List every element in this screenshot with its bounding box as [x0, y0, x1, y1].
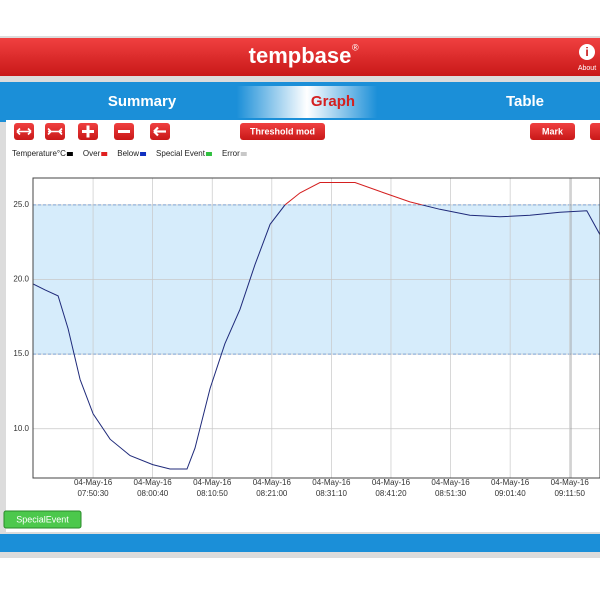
legend-label: Temperature°C	[12, 149, 66, 158]
series	[33, 182, 600, 470]
tab-label[interactable]: Summary	[108, 93, 177, 110]
tab-label[interactable]: Table	[506, 93, 544, 110]
legend-swatch	[140, 152, 147, 156]
x-tick-time: 08:10:50	[197, 489, 229, 498]
header-bar	[0, 38, 600, 76]
x-tick-time: 08:31:10	[316, 489, 348, 498]
x-tick-date: 04-May-16	[74, 478, 113, 487]
mark-button[interactable]	[530, 123, 575, 140]
legend-label: Error	[222, 149, 240, 158]
special-event-button[interactable]	[3, 510, 82, 529]
y-tick-label: 20.0	[13, 275, 29, 284]
x-tick-date: 04-May-16	[431, 478, 470, 487]
temperature-line	[33, 204, 600, 470]
toolbar: Threshold mod Mark	[14, 123, 600, 140]
legend-swatch	[205, 152, 212, 156]
x-tick-date: 04-May-16	[491, 478, 530, 487]
legend-swatch	[240, 152, 247, 156]
footer-bar	[0, 534, 600, 552]
x-tick-date: 04-May-16	[372, 478, 411, 487]
legend-label: Below	[117, 149, 139, 158]
y-tick-label: 25.0	[13, 200, 29, 209]
legend-swatch	[66, 152, 73, 156]
logo: tempbase	[249, 43, 352, 68]
x-tick-time: 08:41:20	[375, 489, 407, 498]
x-tick-time: 08:51:30	[435, 489, 467, 498]
legend-swatch	[101, 152, 108, 156]
threshold-button[interactable]	[240, 123, 325, 140]
logo-mark: ®	[352, 42, 359, 52]
x-tick-time: 09:11:50	[554, 489, 585, 498]
threshold-label[interactable]: Threshold mod	[250, 126, 315, 136]
tab-bar	[14, 86, 600, 118]
legend-label: Special Event	[156, 149, 206, 158]
about-icon[interactable]	[579, 44, 595, 60]
x-tick-time: 07:50:30	[77, 489, 109, 498]
x-tick-date: 04-May-16	[312, 478, 351, 487]
tab-label[interactable]: Graph	[311, 93, 355, 110]
mark-label[interactable]: Mark	[542, 126, 564, 136]
x-tick-time: 09:01:40	[495, 489, 527, 498]
extra-button[interactable]	[590, 123, 600, 140]
y-tick-label: 15.0	[13, 349, 29, 358]
legend-label: Over	[83, 149, 101, 158]
special-event-label[interactable]: SpecialEvent	[16, 514, 69, 524]
x-tick-time: 08:21:00	[256, 489, 288, 498]
about-label[interactable]: About	[578, 65, 596, 72]
plot-border	[32, 177, 600, 479]
x-tick-date: 04-May-16	[134, 478, 173, 487]
x-tick-date: 04-May-16	[551, 478, 590, 487]
about-glyph: i	[585, 45, 588, 59]
y-tick-label: 10.0	[13, 424, 29, 433]
x-tick-date: 04-May-16	[253, 478, 292, 487]
x-tick-date: 04-May-16	[193, 478, 232, 487]
x-tick-time: 08:00:40	[137, 489, 169, 498]
